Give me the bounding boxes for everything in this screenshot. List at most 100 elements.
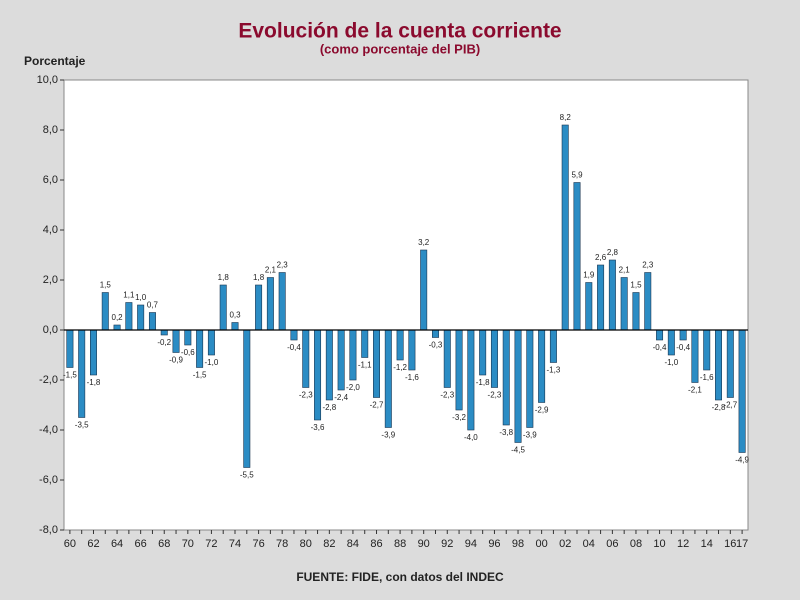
y-axis-label: Porcentaje [24, 54, 86, 68]
x-tick-label: 16 [724, 538, 736, 550]
y-tick-label: -2,0 [39, 374, 58, 386]
source-note: FUENTE: FIDE, con datos del INDEC [296, 570, 504, 584]
x-tick-label: 60 [64, 538, 76, 550]
value-label: 2,8 [607, 248, 619, 257]
value-label: 2,1 [619, 266, 631, 275]
bar [231, 322, 239, 331]
x-tick-label: 10 [653, 538, 665, 550]
bar [349, 329, 357, 381]
bar [255, 284, 263, 331]
y-tick-label: 0,0 [43, 324, 58, 336]
chart-subtitle: (como porcentaje del PIB) [320, 41, 480, 56]
value-label: -2,3 [488, 391, 502, 400]
bar [620, 277, 628, 331]
value-label: -1,5 [63, 371, 77, 380]
y-tick-label: -8,0 [39, 524, 58, 536]
bar [196, 329, 204, 368]
value-label: -4,9 [735, 456, 749, 465]
bar [573, 182, 581, 331]
bar [172, 329, 180, 353]
bar [337, 329, 345, 391]
value-label: 1,0 [135, 293, 147, 302]
value-label: 1,8 [218, 273, 230, 282]
value-label: -2,1 [688, 386, 702, 395]
bar [384, 329, 392, 428]
value-label: 0,7 [147, 301, 159, 310]
value-label: 2,3 [277, 261, 289, 270]
x-tick-label: 12 [677, 538, 689, 550]
value-label: 2,1 [265, 266, 277, 275]
value-label: -1,0 [664, 358, 678, 367]
value-label: 1,9 [583, 271, 595, 280]
value-label: -2,0 [346, 383, 360, 392]
x-tick-label: 00 [535, 538, 547, 550]
bar [290, 329, 298, 341]
value-label: 2,6 [595, 253, 607, 262]
y-tick-label: 6,0 [43, 174, 58, 186]
value-label: -3,8 [499, 428, 513, 437]
bar [266, 277, 274, 331]
bar [207, 329, 215, 356]
bar [219, 284, 227, 331]
bar [361, 329, 369, 358]
x-tick-label: 86 [370, 538, 382, 550]
value-label: 3,2 [418, 238, 430, 247]
value-label: 2,3 [642, 261, 654, 270]
bar [490, 329, 498, 388]
x-tick-label: 68 [158, 538, 170, 550]
y-tick-label: 2,0 [43, 274, 58, 286]
value-label: 5,9 [571, 171, 583, 180]
bar [89, 329, 97, 376]
x-tick-label: 62 [87, 538, 99, 550]
value-label: -0,4 [676, 343, 690, 352]
value-label: -2,3 [299, 391, 313, 400]
bar [656, 329, 664, 341]
y-tick-label: -6,0 [39, 474, 58, 486]
value-label: 1,5 [630, 281, 642, 290]
value-label: -2,8 [712, 403, 726, 412]
bar [608, 259, 616, 331]
bar [561, 124, 569, 331]
value-label: -0,9 [169, 356, 183, 365]
x-tick-label: 96 [488, 538, 500, 550]
x-tick-label: 02 [559, 538, 571, 550]
value-label: -1,1 [358, 361, 372, 370]
bar [585, 282, 593, 331]
bar [703, 329, 711, 371]
x-tick-label: 94 [465, 538, 477, 550]
bar [667, 329, 675, 356]
bar [538, 329, 546, 403]
value-label: -1,5 [193, 371, 207, 380]
bar [408, 329, 416, 371]
bar [526, 329, 534, 428]
x-tick-label: 80 [300, 538, 312, 550]
value-label: -0,2 [157, 338, 171, 347]
value-label: 8,2 [560, 113, 572, 122]
value-label: -3,9 [523, 431, 537, 440]
value-label: -2,4 [334, 393, 348, 402]
bar [715, 329, 723, 401]
x-tick-label: 66 [135, 538, 147, 550]
x-tick-label: 98 [512, 538, 524, 550]
bar [479, 329, 487, 376]
bar [396, 329, 404, 361]
x-tick-label: 06 [606, 538, 618, 550]
bar [137, 304, 145, 331]
value-label: -2,9 [535, 406, 549, 415]
value-label: -1,3 [547, 366, 561, 375]
bar [691, 329, 699, 383]
value-label: 1,5 [100, 281, 112, 290]
value-label: -2,7 [370, 401, 384, 410]
bar [160, 329, 168, 336]
value-label: -1,6 [405, 373, 419, 382]
value-label: -3,2 [452, 413, 466, 422]
bar [549, 329, 557, 363]
x-tick-label: 14 [701, 538, 713, 550]
x-tick-label: 84 [347, 538, 359, 550]
x-tick-label: 70 [182, 538, 194, 550]
bar [502, 329, 510, 426]
bar [738, 329, 746, 453]
x-tick-label: 08 [630, 538, 642, 550]
bar [420, 249, 428, 331]
bar [278, 272, 286, 331]
